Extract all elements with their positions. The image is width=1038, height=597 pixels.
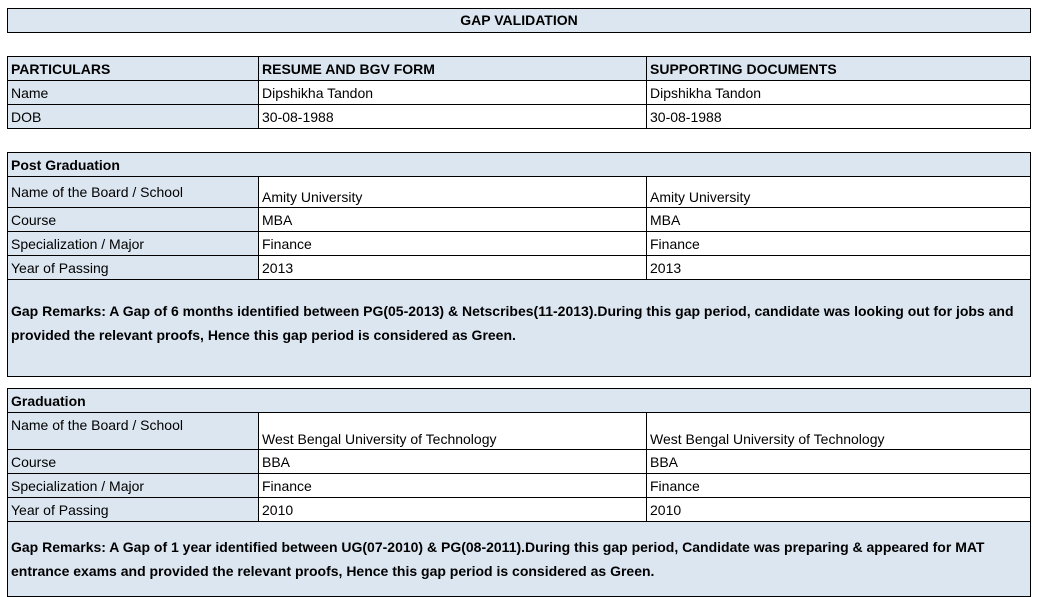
- row-label: Year of Passing: [7, 255, 259, 280]
- cell: BBA: [646, 449, 1031, 474]
- row-label: Specialization / Major: [7, 231, 259, 256]
- particulars-table: PARTICULARS RESUME AND BGV FORM SUPPORTI…: [7, 56, 1031, 129]
- cell: MBA: [258, 207, 647, 232]
- column-header: SUPPORTING DOCUMENTS: [646, 56, 1031, 81]
- cell: 2013: [258, 255, 647, 280]
- cell: Finance: [646, 231, 1031, 256]
- table-row: Specialization / Major Finance Finance: [7, 473, 1031, 498]
- cell: Dipshikha Tandon: [258, 80, 647, 105]
- section-heading: Post Graduation: [7, 152, 1031, 177]
- table-row: Specialization / Major Finance Finance: [7, 231, 1031, 256]
- table-row: Name of the Board / School West Bengal U…: [7, 412, 1031, 450]
- row-label: Course: [7, 449, 259, 474]
- table-row: Name of the Board / School Amity Univers…: [7, 176, 1031, 208]
- cell: MBA: [646, 207, 1031, 232]
- table-row: Year of Passing 2013 2013: [7, 255, 1031, 280]
- table-header-row: PARTICULARS RESUME AND BGV FORM SUPPORTI…: [7, 56, 1031, 81]
- cell: Finance: [258, 231, 647, 256]
- cell: Amity University: [646, 176, 1031, 208]
- table-row: DOB 30-08-1988 30-08-1988: [7, 104, 1031, 129]
- cell: 30-08-1988: [646, 104, 1031, 129]
- row-label: Name of the Board / School: [7, 412, 259, 450]
- section-heading: Graduation: [7, 388, 1031, 413]
- gap-remarks: Gap Remarks: A Gap of 1 year identified …: [7, 521, 1031, 597]
- row-label: Specialization / Major: [7, 473, 259, 498]
- graduation-table: Graduation Name of the Board / School We…: [7, 388, 1031, 597]
- column-header: PARTICULARS: [7, 56, 259, 81]
- cell: 30-08-1988: [258, 104, 647, 129]
- cell: Amity University: [258, 176, 647, 208]
- cell: 2013: [646, 255, 1031, 280]
- table-row: Course BBA BBA: [7, 449, 1031, 474]
- cell: Finance: [258, 473, 647, 498]
- cell: 2010: [646, 497, 1031, 522]
- post-graduation-table: Post Graduation Name of the Board / Scho…: [7, 152, 1031, 377]
- cell: West Bengal University of Technology: [646, 412, 1031, 450]
- row-label: Course: [7, 207, 259, 232]
- cell: BBA: [258, 449, 647, 474]
- cell: Finance: [646, 473, 1031, 498]
- row-label: Year of Passing: [7, 497, 259, 522]
- table-row: Course MBA MBA: [7, 207, 1031, 232]
- cell: Dipshikha Tandon: [646, 80, 1031, 105]
- column-header: RESUME AND BGV FORM: [258, 56, 647, 81]
- table-row: Year of Passing 2010 2010: [7, 497, 1031, 522]
- row-label: DOB: [7, 104, 259, 129]
- cell: 2010: [258, 497, 647, 522]
- table-row: Name Dipshikha Tandon Dipshikha Tandon: [7, 80, 1031, 105]
- gap-remarks: Gap Remarks: A Gap of 6 months identifie…: [7, 279, 1031, 377]
- row-label: Name: [7, 80, 259, 105]
- cell: West Bengal University of Technology: [258, 412, 647, 450]
- page-title: GAP VALIDATION: [7, 8, 1031, 33]
- row-label: Name of the Board / School: [7, 176, 259, 208]
